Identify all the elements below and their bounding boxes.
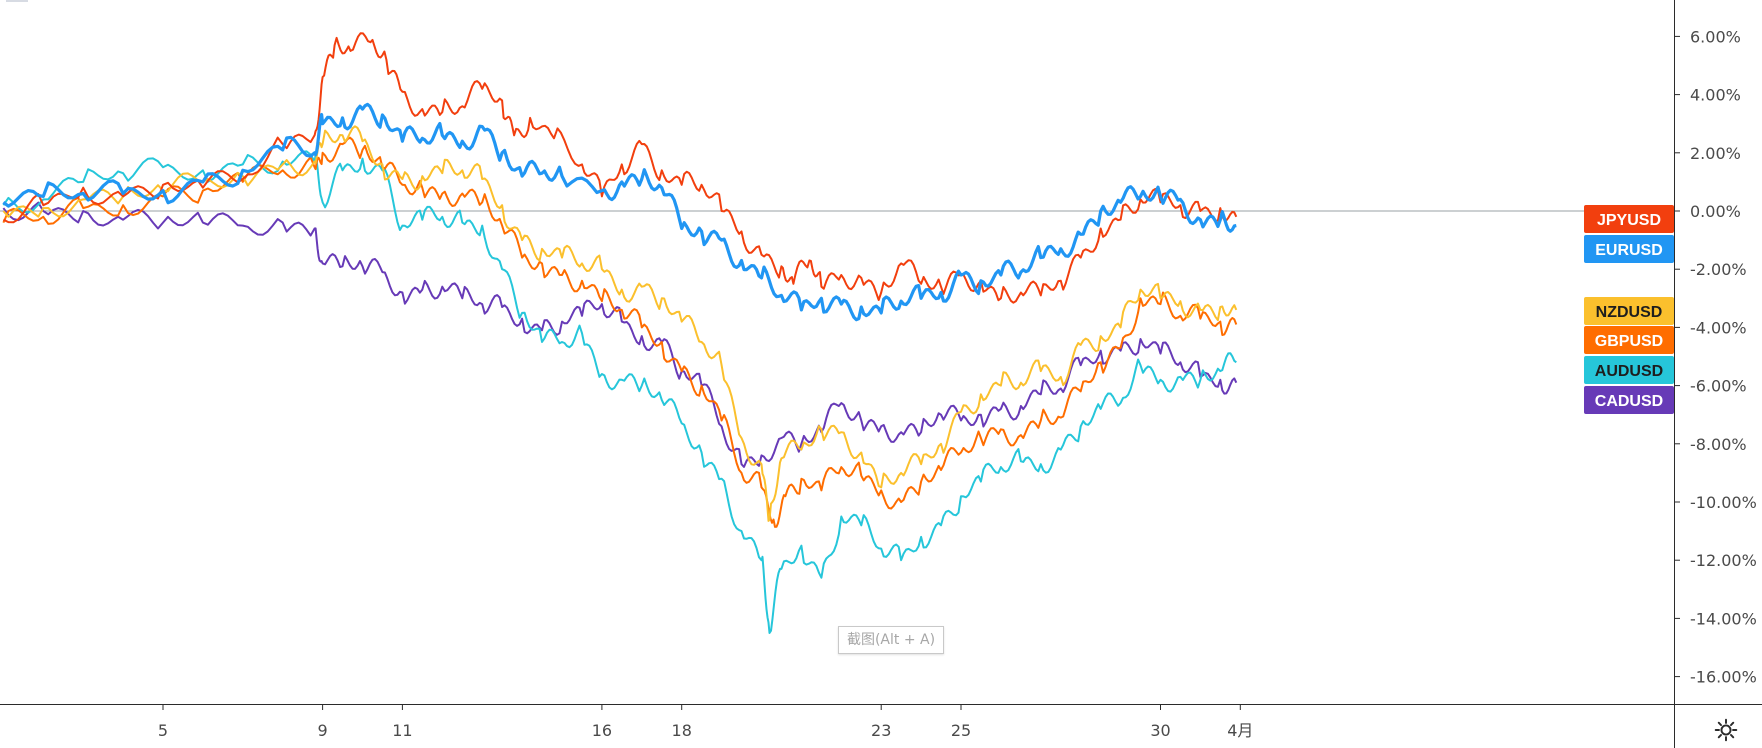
corner-mark [6, 0, 28, 2]
x-tick-label: 4月 [1227, 721, 1253, 740]
series-tag-label: GBPUSD [1595, 333, 1663, 350]
series-tag-label: AUDUSD [1595, 363, 1663, 380]
y-tick-label: 4.00% [1690, 86, 1741, 105]
x-tick-label: 23 [871, 721, 891, 740]
y-tick-label: 2.00% [1690, 144, 1741, 163]
series-tag-audusd[interactable]: AUDUSD [1584, 356, 1674, 384]
x-tick-label: 25 [951, 721, 971, 740]
series-tag-label: CADUSD [1595, 393, 1663, 410]
series-tag-label: EURUSD [1595, 242, 1663, 259]
screenshot-hint-tooltip: 截图(Alt + A) [838, 626, 944, 654]
y-tick-label: -16.00% [1690, 668, 1757, 687]
y-tick-label: 0.00% [1690, 202, 1741, 221]
series-layer [2, 32, 1238, 634]
time-axis[interactable]: 5 9 11 16 18 23 25 30 4月 [158, 704, 1253, 740]
series-tag-label: NZDUSD [1596, 304, 1663, 321]
x-tick-label: 9 [318, 721, 328, 740]
x-tick-label: 16 [592, 721, 612, 740]
series-line-eurusd[interactable] [2, 102, 1237, 322]
series-line-nzdusd[interactable] [2, 125, 1238, 522]
x-tick-label: 18 [672, 721, 692, 740]
price-axis[interactable]: 6.00% 4.00% 2.00% 0.00% -2.00% -4.00% -6.00% -8… [1674, 27, 1757, 687]
series-line-audusd[interactable] [2, 150, 1237, 634]
y-tick-label: -4.00% [1690, 318, 1747, 337]
series-tags: JPYUSD EURUSD NZDUSD GBPUSD AUDUSD CADUSD [1584, 205, 1674, 414]
y-tick-label: 6.00% [1690, 27, 1741, 46]
y-tick-label: -12.00% [1690, 551, 1757, 570]
x-tick-label: 11 [392, 721, 412, 740]
series-line-cadusd[interactable] [2, 201, 1238, 468]
gear-icon[interactable] [1713, 717, 1739, 743]
y-tick-label: -6.00% [1690, 377, 1747, 396]
series-tag-jpyusd[interactable]: JPYUSD [1584, 205, 1674, 233]
y-tick-label: -10.00% [1690, 493, 1757, 512]
y-tick-label: -14.00% [1690, 609, 1757, 628]
series-tag-gbpusd[interactable]: GBPUSD [1584, 326, 1674, 354]
series-line-jpyusd[interactable] [2, 32, 1238, 304]
y-tick-label: -8.00% [1690, 435, 1747, 454]
series-tag-label: JPYUSD [1597, 212, 1661, 229]
y-tick-label: -2.00% [1690, 260, 1747, 279]
series-tag-cadusd[interactable]: CADUSD [1584, 386, 1674, 414]
series-tag-nzdusd[interactable]: NZDUSD [1584, 297, 1674, 325]
series-line-gbpusd[interactable] [2, 136, 1238, 528]
series-tag-eurusd[interactable]: EURUSD [1584, 235, 1674, 263]
x-tick-label: 5 [158, 721, 168, 740]
x-tick-label: 30 [1150, 721, 1170, 740]
